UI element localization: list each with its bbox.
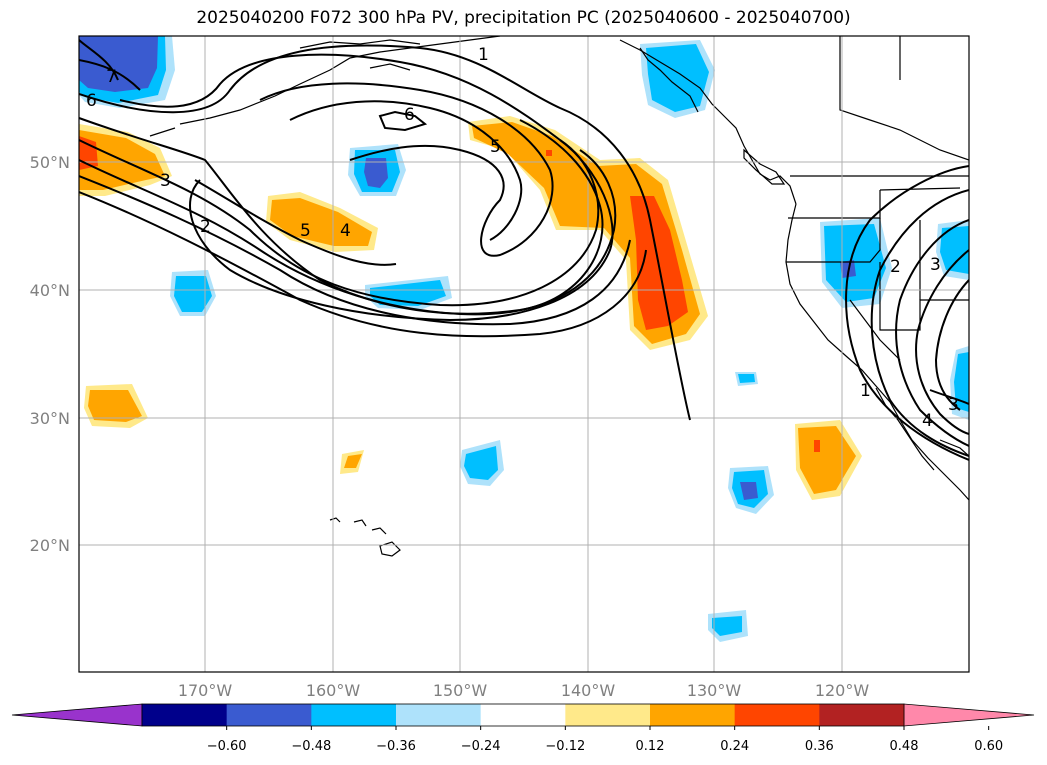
colorbar-cell bbox=[142, 704, 228, 726]
chart-title: 2025040200 F072 300 hPa PV, precipitatio… bbox=[196, 8, 851, 28]
colorbar-cell bbox=[650, 704, 736, 726]
colorbar-cell bbox=[226, 704, 312, 726]
lat-label-40: 40°N bbox=[30, 281, 70, 300]
lon-labels: 170°W 160°W 150°W 140°W 130°W 120°W bbox=[178, 681, 870, 700]
pv-label-5: 5 bbox=[300, 221, 311, 241]
colorbar-extend-low bbox=[11, 703, 143, 727]
lon-label-140: 140°W bbox=[561, 681, 616, 700]
lon-label-160: 160°W bbox=[306, 681, 361, 700]
gridlines bbox=[79, 36, 969, 672]
colorbar-cell bbox=[819, 704, 905, 726]
colorbar-tick-label: −0.48 bbox=[291, 739, 331, 754]
colorbar: −0.60 −0.48 −0.36 −0.24 −0.12 0.12 0.24 0.36 0.4… bbox=[11, 703, 1035, 754]
map-content: 1 2 3 4 5 6 7 6 5 2 3 1 4 3 bbox=[79, 36, 969, 672]
lat-label-30: 30°N bbox=[30, 409, 70, 428]
colorbar-tick-label: 0.36 bbox=[805, 739, 834, 754]
pv-label-3c: 3 bbox=[948, 395, 959, 415]
colorbar-border bbox=[141, 703, 905, 727]
lon-label-170: 170°W bbox=[178, 681, 233, 700]
pv-label-1b: 1 bbox=[860, 381, 871, 401]
pv-label-1: 1 bbox=[478, 45, 489, 65]
map-frame bbox=[78, 35, 970, 673]
pv-contours bbox=[79, 39, 969, 461]
lat-label-50: 50°N bbox=[30, 153, 70, 172]
colorbar-tick-label: 0.48 bbox=[890, 739, 919, 754]
pv-label-6: 6 bbox=[404, 105, 415, 125]
lat-labels: 50°N 40°N 30°N 20°N bbox=[30, 153, 70, 555]
pv-contour-labels: 1 2 3 4 5 6 7 6 5 2 3 1 4 3 bbox=[86, 45, 959, 431]
lat-label-20: 20°N bbox=[30, 536, 70, 555]
colorbar-cell bbox=[480, 704, 566, 726]
colorbar-tick-label: −0.36 bbox=[376, 739, 416, 754]
colorbar-tick-label: −0.12 bbox=[545, 739, 585, 754]
colorbar-cell bbox=[396, 704, 482, 726]
colorbar-tick-label: 0.12 bbox=[636, 739, 665, 754]
colorbar-tick-label: −0.60 bbox=[207, 739, 247, 754]
lon-label-150: 150°W bbox=[433, 681, 488, 700]
pv-label-2: 2 bbox=[200, 217, 211, 237]
pv-label-3b: 3 bbox=[930, 255, 941, 275]
pv-label-3: 3 bbox=[160, 171, 171, 191]
colorbar-cell bbox=[734, 704, 820, 726]
colorbar-cell bbox=[565, 704, 651, 726]
pv-label-5b: 5 bbox=[490, 137, 501, 157]
lon-label-120: 120°W bbox=[815, 681, 870, 700]
colorbar-extend-high bbox=[903, 703, 1035, 727]
lon-label-130: 130°W bbox=[687, 681, 742, 700]
pv-label-4b: 4 bbox=[922, 411, 933, 431]
colorbar-tick-label: −0.24 bbox=[461, 739, 501, 754]
pv-label-6b: 6 bbox=[86, 91, 97, 111]
coastlines bbox=[149, 36, 969, 557]
colorbar-tick-label: 0.60 bbox=[974, 739, 1003, 754]
pv-label-2b: 2 bbox=[890, 257, 901, 277]
pv-label-7: 7 bbox=[106, 67, 117, 87]
colorbar-tick-label: 0.24 bbox=[720, 739, 749, 754]
pv-label-4: 4 bbox=[340, 221, 351, 241]
colorbar-cell bbox=[311, 704, 397, 726]
